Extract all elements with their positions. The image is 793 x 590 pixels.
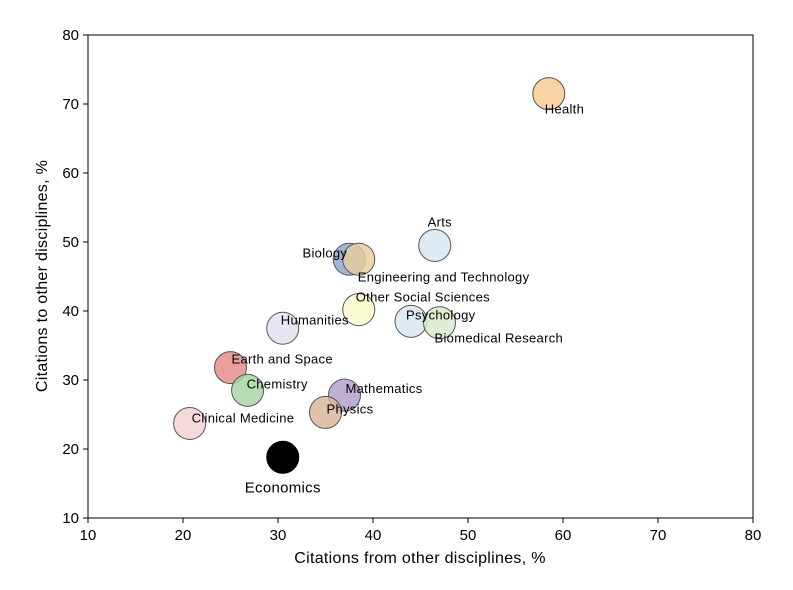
- point-arts: [418, 228, 452, 262]
- x-tick-label: 70: [650, 527, 667, 544]
- y-tick-label: 10: [62, 510, 79, 527]
- label-mathematics: Mathematics: [346, 381, 423, 396]
- x-tick-label: 30: [270, 527, 287, 544]
- label-biomedical-research: Biomedical Research: [435, 331, 564, 346]
- label-physics: Physics: [327, 401, 374, 416]
- x-tick-label: 10: [80, 527, 97, 544]
- point-biomedical-research: [423, 306, 456, 340]
- y-axis-label: Citations to other disciplines, %: [34, 160, 51, 392]
- x-tick-label: 80: [745, 527, 762, 544]
- point-other-social-sciences: [342, 293, 376, 327]
- label-earth-and-space: Earth and Space: [232, 352, 333, 367]
- label-economics: Economics: [245, 479, 321, 496]
- label-health: Health: [545, 102, 584, 117]
- label-psychology: Psychology: [406, 307, 476, 322]
- y-tick-label: 60: [62, 165, 79, 182]
- plot-area-frame: [87, 34, 754, 519]
- point-humanities: [266, 311, 300, 345]
- y-tick-label: 70: [62, 96, 79, 113]
- point-economics: [266, 440, 300, 474]
- label-arts: Arts: [428, 214, 453, 229]
- x-axis-label: Citations from other disciplines, %: [294, 550, 545, 567]
- y-tick-label: 20: [62, 441, 79, 458]
- label-other-social-sciences: Other Social Sciences: [356, 290, 490, 305]
- label-chemistry: Chemistry: [247, 376, 308, 391]
- point-labels: Health Arts Biology Engineering and Technol…: [192, 102, 584, 497]
- x-tick-label: 50: [460, 527, 477, 544]
- point-health: [532, 77, 566, 111]
- axis-ticks: 10 20 30 40 50 60 70 80 10 20 30 40 50 60 70 80: [62, 27, 761, 544]
- label-biology: Biology: [303, 245, 348, 260]
- label-clinical-medicine: Clinical Medicine: [192, 410, 295, 425]
- point-chemistry: [231, 373, 265, 407]
- point-engineering-and-technology: [342, 242, 376, 276]
- label-engineering-and-technology: Engineering and Technology: [358, 269, 530, 284]
- y-tick-label: 80: [62, 27, 79, 44]
- x-tick-label: 20: [175, 527, 192, 544]
- point-physics: [309, 395, 342, 429]
- x-tick-label: 40: [365, 527, 382, 544]
- y-tick-label: 50: [62, 234, 79, 251]
- point-clinical-medicine: [173, 406, 207, 440]
- x-tick-label: 60: [555, 527, 572, 544]
- y-tick-label: 40: [62, 303, 79, 320]
- points-layer: [173, 77, 566, 474]
- y-tick-label: 30: [62, 372, 79, 389]
- label-humanities: Humanities: [281, 312, 349, 327]
- point-earth-and-space: [214, 351, 247, 385]
